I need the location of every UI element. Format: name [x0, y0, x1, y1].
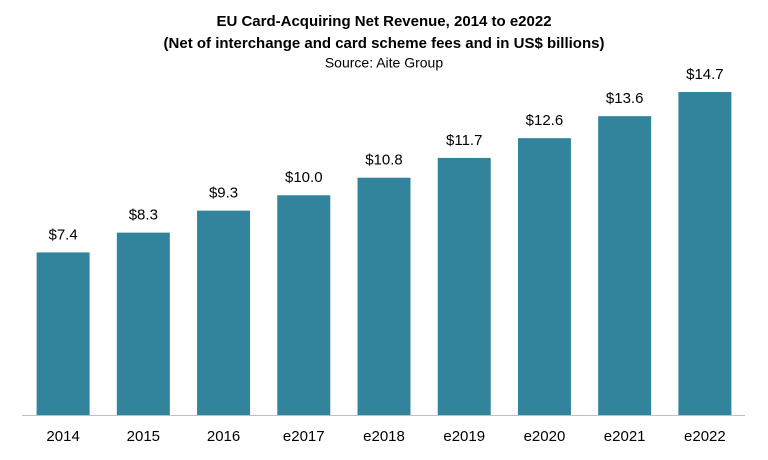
x-tick-label: e2017 — [283, 428, 325, 445]
x-tick-label: 2016 — [207, 428, 240, 445]
value-label: $10.8 — [365, 152, 403, 169]
x-tick-label: 2014 — [46, 428, 79, 445]
bar — [36, 252, 90, 415]
chart-title: EU Card-Acquiring Net Revenue, 2014 to e… — [216, 13, 551, 30]
value-label: $7.4 — [49, 226, 78, 243]
value-label: $12.6 — [526, 112, 564, 129]
bar — [678, 92, 732, 415]
x-tick-label: 2015 — [127, 428, 160, 445]
bar — [437, 157, 491, 415]
value-label: $8.3 — [129, 207, 158, 224]
value-label: $10.0 — [285, 169, 323, 186]
bar — [517, 138, 571, 415]
value-label: $13.6 — [606, 90, 644, 107]
x-tick-label: e2021 — [604, 428, 646, 445]
value-label: $9.3 — [209, 185, 238, 202]
value-label: $11.7 — [446, 132, 482, 149]
x-tick-label: e2019 — [443, 428, 485, 445]
x-tick-label: e2020 — [524, 428, 566, 445]
bar — [277, 195, 331, 415]
bar — [357, 177, 411, 415]
x-tick-label: e2018 — [363, 428, 405, 445]
bar — [598, 116, 652, 415]
bar — [197, 210, 251, 415]
x-tick-label: e2022 — [684, 428, 726, 445]
chart-source: Source: Aite Group — [325, 55, 444, 71]
value-label: $14.7 — [686, 66, 724, 83]
chart-subtitle: (Net of interchange and card scheme fees… — [164, 35, 605, 52]
bar — [116, 232, 170, 415]
